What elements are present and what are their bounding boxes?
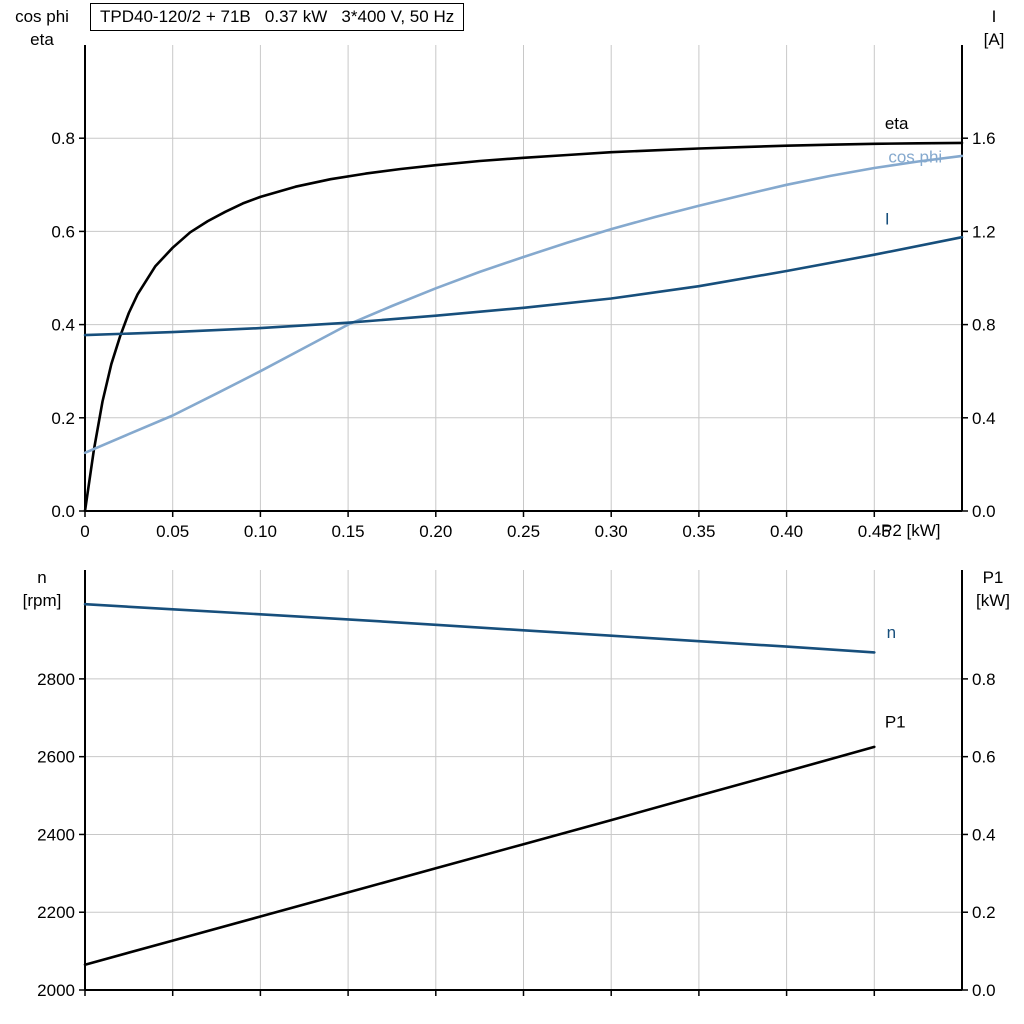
series-label-p1: P1 bbox=[885, 713, 906, 732]
series-label-eta: eta bbox=[885, 114, 909, 133]
right-axis-title-current: I bbox=[991, 7, 997, 26]
y-tick-label-left: 2400 bbox=[37, 825, 75, 844]
y-tick-label-right: 0.8 bbox=[972, 316, 996, 335]
x-tick-label: 0.35 bbox=[682, 522, 715, 541]
series-n-line bbox=[83, 602, 876, 654]
y-tick-label-left: 0.6 bbox=[51, 222, 75, 241]
y-tick-label-right: 0.4 bbox=[972, 409, 996, 428]
x-tick-label: 0 bbox=[80, 522, 89, 541]
chart-title-box: TPD40-120/2 + 71B 0.37 kW 3*400 V, 50 Hz bbox=[90, 3, 465, 31]
series-i-line bbox=[83, 235, 964, 337]
x-axis-label-p2: P2 [kW] bbox=[881, 521, 941, 540]
series-p1-line bbox=[83, 745, 876, 967]
left-axis-title-eta: eta bbox=[30, 30, 54, 49]
x-tick-label: 0.20 bbox=[419, 522, 452, 541]
y-tick-label-left: 0.4 bbox=[51, 316, 75, 335]
y-tick-label-right: 0.2 bbox=[972, 903, 996, 922]
y-tick-label-right: 1.6 bbox=[972, 129, 996, 148]
y-tick-label-left: 0.0 bbox=[51, 502, 75, 521]
series-cos-phi-line bbox=[83, 154, 964, 455]
y-tick-label-right: 0.0 bbox=[972, 981, 996, 1000]
x-tick-label: 0.45 bbox=[858, 522, 891, 541]
top-chart-left-axis-title: cos phi eta bbox=[6, 5, 78, 51]
x-tick-label: 0.25 bbox=[507, 522, 540, 541]
y-tick-label-left: 2200 bbox=[37, 903, 75, 922]
y-tick-label-right: 1.2 bbox=[972, 222, 996, 241]
x-tick-label: 0.40 bbox=[770, 522, 803, 541]
series-label-i: I bbox=[885, 209, 890, 228]
right-axis-title-p1-unit: [kW] bbox=[976, 591, 1010, 610]
x-tick-label: 0.05 bbox=[156, 522, 189, 541]
y-tick-label-right: 0.4 bbox=[972, 825, 996, 844]
y-tick-label-right: 0.0 bbox=[972, 502, 996, 521]
x-tick-label: 0.15 bbox=[332, 522, 365, 541]
y-tick-label-left: 2000 bbox=[37, 981, 75, 1000]
bottom-chart-right-axis-title: P1 [kW] bbox=[964, 566, 1022, 612]
y-tick-label-right: 0.6 bbox=[972, 748, 996, 767]
series-eta-line bbox=[83, 141, 964, 513]
left-axis-title-cos-phi: cos phi bbox=[15, 7, 69, 26]
series-label-n: n bbox=[887, 623, 896, 642]
top-chart-right-axis-title: I [A] bbox=[966, 5, 1022, 51]
x-tick-label: 0.10 bbox=[244, 522, 277, 541]
right-axis-title-p1: P1 bbox=[982, 568, 1004, 587]
left-axis-title-n: n bbox=[37, 568, 47, 587]
x-tick-label: 0.30 bbox=[595, 522, 628, 541]
right-axis-title-current-unit: [A] bbox=[983, 30, 1005, 49]
series-label-cos-phi: cos phi bbox=[888, 147, 942, 166]
left-axis-title-rpm: [rpm] bbox=[22, 591, 62, 610]
y-tick-label-left: 2800 bbox=[37, 670, 75, 689]
bottom-chart-left-axis-title: n [rpm] bbox=[6, 566, 78, 612]
y-tick-label-left: 0.8 bbox=[51, 129, 75, 148]
y-tick-label-left: 2600 bbox=[37, 748, 75, 767]
y-tick-label-right: 0.8 bbox=[972, 670, 996, 689]
y-tick-label-left: 0.2 bbox=[51, 409, 75, 428]
